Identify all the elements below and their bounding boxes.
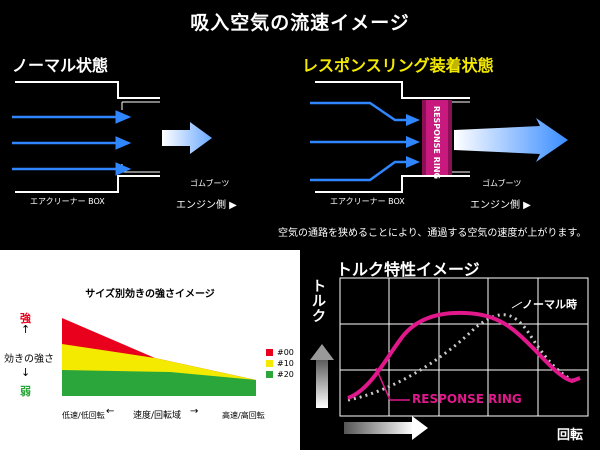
torque-ring-pointer — [375, 367, 410, 401]
normal-duct-outline — [15, 81, 160, 193]
normal-airflow-arrows — [12, 110, 132, 176]
legend-swatch-00 — [266, 349, 273, 356]
legend-swatch-10 — [266, 360, 273, 367]
normal-engine-label: エンジン側 ▶ — [176, 200, 237, 211]
torque-normal-pointer — [511, 301, 523, 309]
ring-hose-label: ゴムブーツ — [482, 179, 522, 188]
strength-strong-label: 強 — [20, 312, 31, 325]
response-ring-text-wrap: RESPONSE RING — [426, 105, 448, 180]
legend-label-00: #00 — [277, 348, 294, 357]
ring-airflow-arrows — [310, 101, 420, 182]
response-ring — [426, 100, 448, 175]
x-axis-label: 速度/回転域 — [133, 411, 182, 421]
ring-aircleaner-label: エアクリーナー BOX — [330, 197, 405, 206]
normal-aircleaner-label: エアクリーナー BOX — [30, 197, 105, 206]
x-right-arrow: → — [190, 406, 199, 417]
torque-x-arrow — [344, 416, 428, 440]
area-series-20 — [62, 370, 256, 396]
ring-flow-speed-arrow — [454, 118, 568, 162]
torque-y-arrow — [310, 344, 334, 408]
strength-up-arrow: ↑ — [21, 323, 31, 336]
size-chart-panel — [0, 250, 300, 450]
normal-flow-speed-arrow — [162, 122, 212, 154]
x-high-label: 高速/高回転 — [222, 411, 265, 420]
torque-xlabel: 回転 — [557, 428, 584, 443]
response-ring-text: RESPONSE RING — [432, 105, 442, 180]
ring-state-label: レスポンスリング装着状態 — [302, 56, 494, 75]
torque-normal-label: ノーマル時 — [522, 298, 577, 311]
ring-engine-label: エンジン側 ▶ — [470, 200, 531, 211]
torque-ring-line — [347, 310, 581, 400]
ring-duct-outline — [315, 81, 470, 193]
page-title: 吸入空気の流速イメージ — [190, 12, 410, 34]
strength-down-arrow: ↓ — [21, 366, 31, 379]
legend-item-10: #10 — [266, 359, 294, 368]
torque-chart-title: トルク特性イメージ — [336, 260, 480, 279]
torque-chart-plot — [310, 277, 589, 440]
normal-hose-label: ゴムブーツ — [190, 179, 230, 188]
ring-airflow-diagram — [310, 81, 568, 193]
legend-label-10: #10 — [277, 359, 294, 368]
torque-grid — [339, 277, 589, 417]
legend-item-00: #00 — [266, 348, 294, 357]
x-low-label: 低速/低回転 — [62, 411, 105, 420]
strength-weak-label: 弱 — [20, 385, 31, 398]
legend-swatch-20 — [266, 371, 273, 378]
normal-duct-inner — [121, 101, 160, 173]
ring-description: 空気の通路を狭めることにより、通過する空気の速度が上がります。 — [278, 228, 587, 239]
torque-ring-label: RESPONSE RING — [412, 392, 522, 406]
x-left-arrow: ← — [106, 406, 115, 417]
strength-axis-label: 効きの強さ — [4, 354, 54, 365]
size-chart-legend: #00 #10 #20 — [266, 348, 294, 379]
torque-ylabel: トルク — [312, 279, 326, 325]
normal-state-label: ノーマル状態 — [12, 56, 109, 75]
legend-item-20: #20 — [266, 370, 294, 379]
legend-label-20: #20 — [277, 370, 294, 379]
size-chart-plot — [62, 318, 256, 396]
size-chart-title: サイズ別効きの強さイメージ — [85, 289, 215, 300]
normal-airflow-diagram — [12, 81, 212, 193]
